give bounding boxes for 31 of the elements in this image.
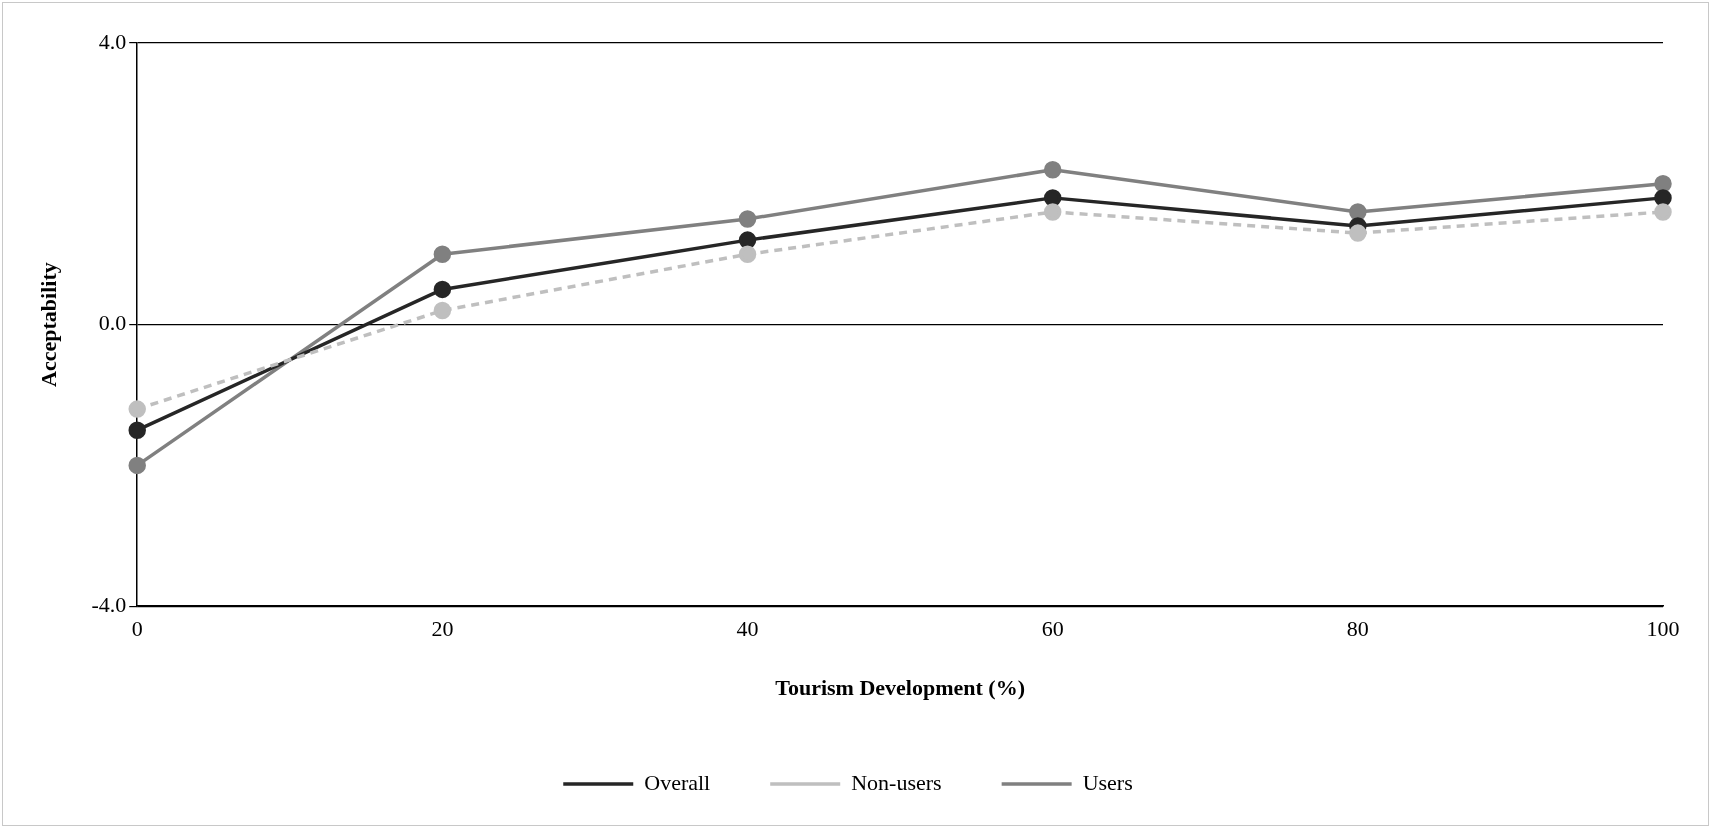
y-tick-label: 0.0	[98, 310, 127, 336]
point	[1654, 203, 1672, 221]
point	[433, 280, 452, 299]
y-tick-label: -4.0	[91, 591, 127, 617]
x-tick-label: 80	[1346, 616, 1369, 642]
point	[433, 301, 452, 320]
point	[1654, 175, 1672, 193]
x-axis-title: Tourism Development (%)	[775, 675, 1025, 701]
point	[738, 231, 757, 249]
x-tick-label: 40	[736, 616, 759, 642]
x-tick-label: 20	[431, 616, 454, 642]
point	[738, 210, 757, 228]
point	[738, 245, 757, 263]
x-tick-label: 60	[1041, 616, 1064, 642]
point	[1043, 160, 1062, 179]
point	[1349, 203, 1367, 221]
point	[1043, 189, 1062, 207]
y-tick-label: 4.0	[98, 28, 127, 54]
legend-label: Overall	[644, 769, 711, 795]
point	[1043, 203, 1062, 221]
x-tick-label: 0	[131, 616, 143, 642]
y-axis-title: Acceptability	[35, 262, 61, 387]
point	[128, 421, 146, 439]
legend-label: Non-users	[851, 769, 942, 795]
point	[433, 245, 452, 263]
legend-label: Users	[1082, 769, 1133, 795]
x-tick-label: 100	[1646, 616, 1680, 642]
point	[1654, 189, 1672, 207]
point	[128, 456, 146, 475]
point	[128, 400, 146, 418]
point	[1349, 224, 1367, 242]
